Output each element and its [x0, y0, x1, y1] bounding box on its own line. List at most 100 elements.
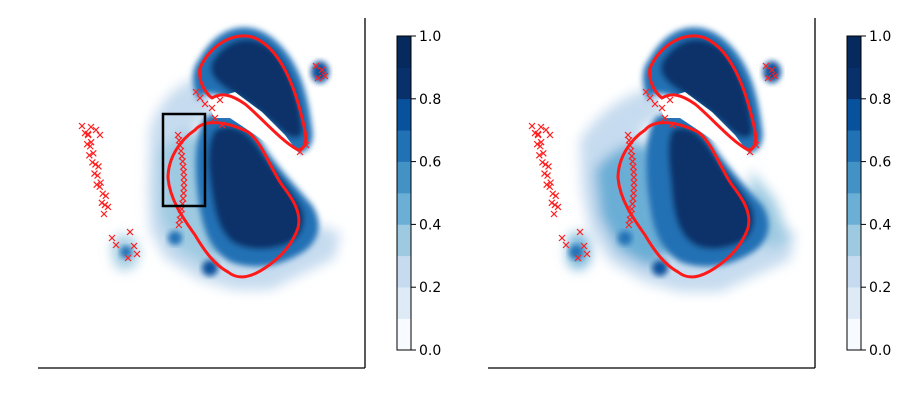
point-marker [104, 203, 112, 211]
point-marker [580, 242, 588, 250]
point-marker [583, 250, 591, 258]
point-marker [124, 254, 132, 262]
point-marker [562, 241, 570, 249]
colorbar-tick-label: 0.0 [869, 343, 891, 359]
point-marker [179, 163, 187, 171]
point-marker [98, 199, 106, 207]
point-marker [630, 168, 638, 176]
colorbar-segment [397, 224, 411, 257]
colorbar-tick-label: 1.0 [419, 29, 441, 45]
colorbar-tick-label: 0.6 [419, 155, 441, 171]
heatmap-right [568, 27, 795, 292]
heatmap-spot [652, 260, 668, 276]
point-marker [177, 147, 185, 155]
point-marker [533, 140, 541, 148]
markers-right [528, 62, 779, 262]
point-marker [92, 161, 99, 168]
point-marker [218, 121, 226, 129]
panel-right: 0.0 0.2 0.4 0.6 0.8 1.0 [488, 18, 891, 369]
heatmap-gap [658, 92, 750, 160]
colorbar-frame [396, 35, 412, 351]
colorbar-segment [397, 161, 411, 194]
point-marker [130, 242, 138, 250]
point-marker [538, 158, 546, 166]
colorbar-segment [397, 130, 411, 162]
point-marker [764, 74, 772, 82]
point-marker [89, 149, 97, 157]
point-marker [746, 148, 754, 156]
point-marker [628, 152, 636, 160]
point-marker [108, 234, 116, 242]
point-marker [534, 130, 542, 138]
point-marker [627, 210, 635, 218]
point-marker [624, 131, 632, 139]
heatmap-spot [168, 231, 182, 245]
outline-lower [166, 121, 301, 279]
point-marker [542, 161, 549, 168]
colorbar-segment [397, 36, 411, 68]
colorbar-left: 0.0 0.2 0.4 0.6 0.8 1.0 [396, 29, 441, 359]
point-marker [548, 199, 556, 207]
point-marker [546, 183, 554, 191]
panel-left: 0.0 0.2 0.4 0.6 0.8 1.0 [38, 18, 441, 369]
point-marker [196, 94, 204, 102]
point-marker [176, 216, 184, 224]
point-marker [94, 172, 101, 179]
heatmap-lower-lobe [645, 112, 769, 267]
point-marker [630, 173, 638, 181]
point-marker [314, 74, 322, 82]
colorbar-tick-label: 0.8 [419, 92, 441, 108]
point-marker [84, 131, 92, 139]
point-marker [625, 221, 633, 229]
colorbar-segment [847, 224, 861, 257]
point-marker [626, 216, 634, 224]
point-marker [85, 151, 93, 159]
point-marker [175, 221, 183, 229]
point-marker [541, 170, 548, 177]
point-marker [175, 136, 183, 144]
colorbar-segment [847, 287, 861, 319]
point-marker [96, 183, 104, 191]
point-marker [216, 96, 224, 104]
point-marker [537, 123, 545, 131]
colorbar-tick-label: 0.0 [419, 343, 441, 359]
colorbar-tick-label: 0.2 [419, 280, 441, 296]
heatmap-upper-lobe [642, 27, 763, 154]
point-marker [528, 122, 536, 130]
point-marker [174, 131, 182, 139]
colorbar-segment [847, 161, 861, 194]
point-marker [768, 66, 776, 74]
point-marker [101, 201, 109, 209]
point-marker [550, 210, 558, 218]
point-marker [87, 123, 95, 131]
point-marker [208, 104, 216, 112]
colorbar-segment [847, 67, 861, 100]
point-marker [630, 179, 638, 187]
point-marker [554, 203, 562, 211]
point-marker [93, 181, 101, 189]
point-marker [180, 173, 188, 181]
colorbar-segment [397, 98, 411, 131]
colorbar-tick-label: 0.2 [869, 280, 891, 296]
point-marker [192, 88, 200, 96]
point-marker [546, 131, 554, 139]
point-marker [312, 62, 320, 70]
point-marker [625, 136, 633, 144]
point-marker [552, 192, 560, 200]
colorbar-segment [847, 36, 861, 68]
point-marker [296, 148, 304, 156]
colorbar-segment [397, 67, 411, 100]
point-marker [668, 121, 676, 129]
point-marker [628, 205, 636, 213]
point-marker [626, 142, 634, 150]
point-marker [651, 100, 659, 108]
heatmap-spot [202, 260, 218, 276]
colorbar-tick-label: 0.4 [419, 217, 441, 233]
point-marker [666, 96, 674, 104]
point-marker [627, 147, 635, 155]
colorbar-segment [847, 255, 861, 288]
point-marker [661, 114, 669, 122]
heatmap-left [112, 27, 340, 290]
point-marker [88, 158, 96, 166]
point-marker [762, 62, 770, 70]
